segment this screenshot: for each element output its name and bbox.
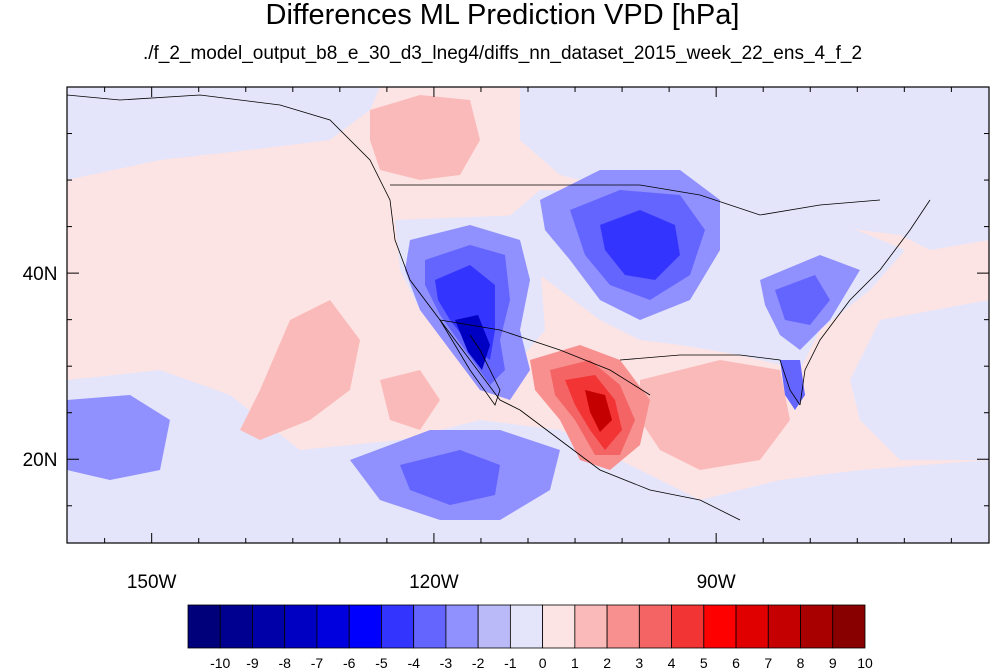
coastline-baja	[439, 319, 501, 406]
y-tick-label: 40N	[23, 264, 58, 285]
plains-cold-core	[600, 210, 680, 280]
colorbar-label: -4	[407, 655, 420, 671]
colorbar-swatch	[187, 604, 221, 649]
colorbar-swatch	[413, 604, 447, 649]
light-blue-region-north-pacific	[67, 87, 380, 180]
colorbar-label: 5	[700, 655, 708, 671]
pink-region-gulf	[640, 360, 790, 470]
light-blue-region-canada	[520, 87, 989, 250]
colorbar-swatch	[767, 604, 801, 649]
colorbar-swatch	[252, 604, 286, 649]
colorbar-label: 4	[668, 655, 676, 671]
colorbar-swatch	[832, 604, 866, 649]
southeast-cold-core	[775, 275, 830, 325]
colorbar-swatch	[348, 604, 382, 649]
pink-region-west-coast	[370, 95, 480, 180]
colorbar-label: 0	[539, 655, 547, 671]
colorbar-swatch	[638, 604, 672, 649]
pink-region-pacific-plume	[240, 300, 360, 440]
border-us-mexico	[439, 319, 651, 396]
axis-layer: 150W 120W 90W 40N 20N	[23, 86, 989, 593]
x-tick-label: 90W	[697, 572, 736, 593]
colorbar-swatch	[606, 604, 640, 649]
colorbar-label: 3	[635, 655, 643, 671]
colorbar-label: -8	[278, 655, 291, 671]
colorbar-label: 8	[797, 655, 805, 671]
colorbar-swatch	[509, 604, 544, 649]
southwest-cold-core	[455, 315, 490, 370]
pink-region-baja-south	[380, 370, 440, 430]
colorbar-swatch	[735, 604, 769, 649]
map-field	[67, 87, 989, 543]
colorbar-swatch	[381, 604, 415, 649]
colorbar-label: 9	[829, 655, 837, 671]
colorbar-swatch	[445, 604, 479, 649]
colorbar: -10 -9 -8 -7 -6 -5 -4 -3 -2 -1 0 1 2 3 4 5 6 7 8 9 10	[187, 604, 873, 671]
coastline-pacific-na	[66, 94, 521, 411]
coastline-gulf-us	[619, 354, 801, 406]
colorbar-swatch	[284, 604, 318, 649]
colorbar-label: -5	[375, 655, 388, 671]
colorbar-swatch	[542, 604, 576, 649]
colorbar-label: -2	[472, 655, 485, 671]
mexico-warm-peak	[585, 390, 612, 432]
colorbar-swatch	[800, 604, 834, 649]
colorbar-label: 10	[857, 655, 873, 671]
colorbar-label: 1	[571, 655, 579, 671]
colorbar-label: 6	[732, 655, 740, 671]
border-us-canada	[390, 184, 881, 216]
y-tick-label: 20N	[23, 450, 58, 471]
x-tick-label: 150W	[127, 572, 177, 593]
x-tick-label: 120W	[409, 572, 459, 593]
colorbar-swatch	[477, 604, 511, 649]
colorbar-label: -10	[210, 655, 230, 671]
colorbar-label: -9	[246, 655, 259, 671]
coastline-atlantic	[799, 199, 931, 406]
map-title: Differences ML Prediction VPD [hPa]	[265, 0, 740, 31]
coastlines	[66, 94, 931, 521]
map-subtitle: ./f_2_model_output_b8_e_30_d3_lneg4/diff…	[142, 43, 863, 64]
florida-cold	[780, 360, 805, 410]
colorbar-swatch	[316, 604, 350, 649]
coastline-mexico-gulf	[519, 409, 741, 521]
light-blue-region-atlantic	[850, 300, 989, 460]
colorbar-label: 2	[603, 655, 611, 671]
colorbar-label: -7	[311, 655, 324, 671]
colorbar-label: -6	[343, 655, 356, 671]
colorbar-label: -3	[440, 655, 453, 671]
pacific-cold-core	[400, 450, 500, 505]
colorbar-swatch	[219, 604, 253, 649]
colorbar-swatch	[703, 604, 737, 649]
colorbar-label: -1	[504, 655, 517, 671]
colorbar-swatch	[671, 604, 705, 649]
colorbar-label: 7	[764, 655, 772, 671]
hawaii-cold	[67, 395, 170, 480]
colorbar-swatch	[574, 604, 608, 649]
